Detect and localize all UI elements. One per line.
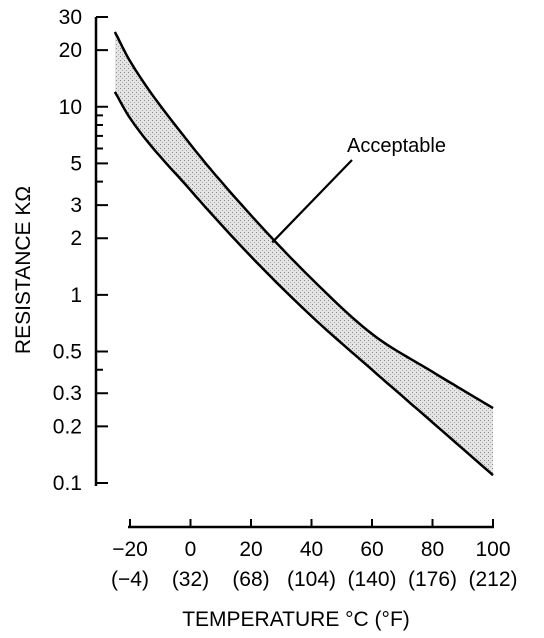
x-tick-label: 0 [185,538,197,561]
x-tick-label: 80 [421,538,444,561]
x-tick-label: 100 [475,538,510,561]
y-axis-title: RESISTANCE KΩ [12,186,35,354]
x-tick-sublabel: (32) [172,568,209,591]
x-tick-sublabel: (68) [232,568,269,591]
y-tick-label: 3 [70,194,82,217]
y-tick-label: 0.1 [53,472,82,495]
x-tick-label: 20 [239,538,262,561]
x-tick-sublabel: (176) [408,568,457,591]
acceptable-label: Acceptable [347,135,446,157]
lower-limit-curve [113,91,494,477]
y-tick-label: 0.2 [53,415,82,438]
y-tick-label: 0.3 [53,382,82,405]
y-tick-label: 10 [59,96,82,119]
y-tick-label: 0.5 [53,341,82,364]
x-axis-ticks: −20 (−4) 0 (32) 20 (68) 40 (104) 60 (140) 80 (176) 1… [111,519,518,591]
y-tick-label: 30 [59,6,82,29]
x-tick-label: −20 [112,538,148,561]
y-tick-label: 20 [59,39,82,62]
y-axis-ticks: 0.1 0.2 0.3 0.5 1 2 3 5 10 20 30 [53,6,108,495]
y-tick-label: 1 [70,284,82,307]
x-axis-title: TEMPERATURE °C (°F) [182,608,410,631]
x-tick-label: 60 [360,538,383,561]
y-tick-label: 2 [70,227,82,250]
y-tick-label: 5 [70,152,82,175]
upper-limit-curve [113,31,494,410]
x-tick-sublabel: (140) [347,568,396,591]
plot-area [113,31,494,477]
acceptable-band [114,31,494,476]
acceptable-pointer-line [271,159,353,244]
x-tick-sublabel: (104) [287,568,336,591]
x-tick-sublabel: (−4) [111,568,149,591]
x-tick-label: 40 [300,538,323,561]
x-tick-sublabel: (212) [468,568,517,591]
